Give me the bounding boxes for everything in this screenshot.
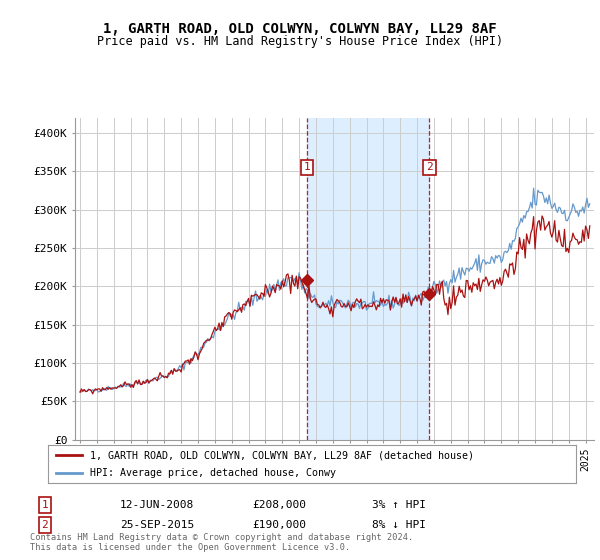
Text: Contains HM Land Registry data © Crown copyright and database right 2024.
This d: Contains HM Land Registry data © Crown c… xyxy=(30,533,413,552)
Text: 1: 1 xyxy=(41,500,49,510)
Bar xyxy=(307,118,430,440)
Text: 1: 1 xyxy=(304,162,310,172)
Text: 25-SEP-2015: 25-SEP-2015 xyxy=(120,520,194,530)
Text: £208,000: £208,000 xyxy=(252,500,306,510)
Text: 3% ↑ HPI: 3% ↑ HPI xyxy=(372,500,426,510)
Text: 1, GARTH ROAD, OLD COLWYN, COLWYN BAY, LL29 8AF (detached house): 1, GARTH ROAD, OLD COLWYN, COLWYN BAY, L… xyxy=(90,450,474,460)
Text: 8% ↓ HPI: 8% ↓ HPI xyxy=(372,520,426,530)
Text: 12-JUN-2008: 12-JUN-2008 xyxy=(120,500,194,510)
Text: 2: 2 xyxy=(426,162,433,172)
Text: Price paid vs. HM Land Registry's House Price Index (HPI): Price paid vs. HM Land Registry's House … xyxy=(97,35,503,48)
Text: HPI: Average price, detached house, Conwy: HPI: Average price, detached house, Conw… xyxy=(90,468,336,478)
Text: 2: 2 xyxy=(41,520,49,530)
Text: £190,000: £190,000 xyxy=(252,520,306,530)
Text: 1, GARTH ROAD, OLD COLWYN, COLWYN BAY, LL29 8AF: 1, GARTH ROAD, OLD COLWYN, COLWYN BAY, L… xyxy=(103,22,497,36)
